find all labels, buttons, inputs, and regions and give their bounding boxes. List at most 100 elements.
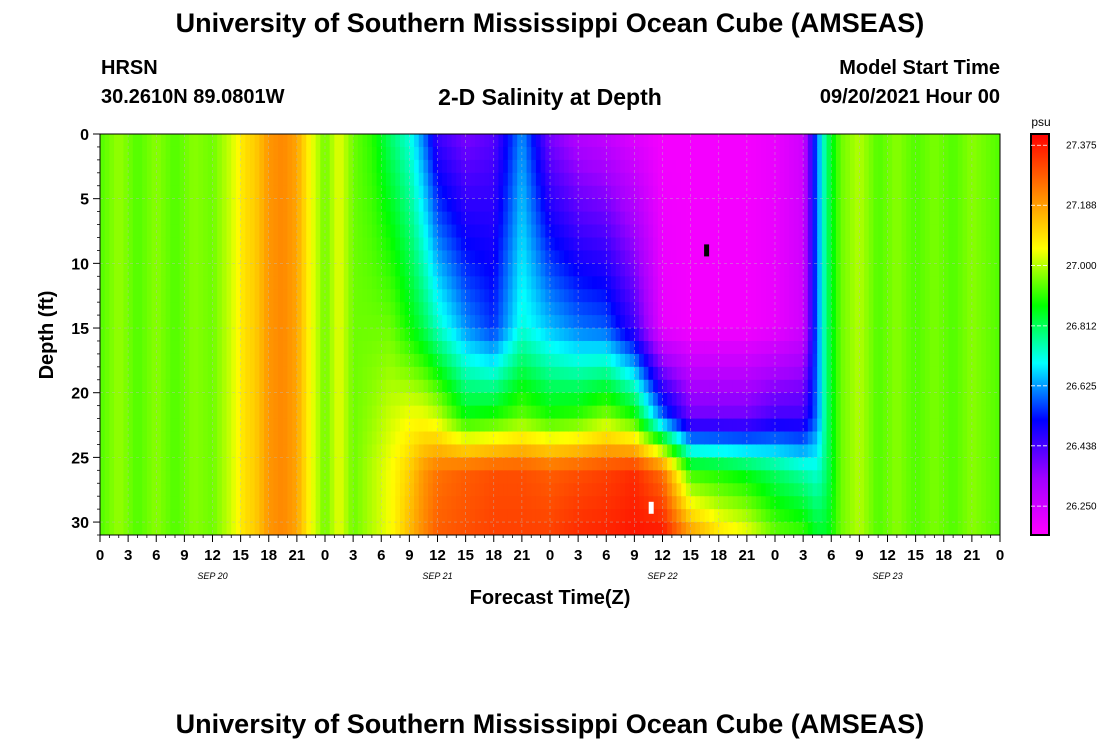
heatmap-cell — [610, 224, 617, 239]
heatmap-cell — [756, 263, 762, 277]
heatmap-cell — [310, 444, 317, 458]
heatmap-cell — [250, 224, 256, 239]
heatmap-cell — [221, 185, 228, 200]
heatmap-cell — [770, 470, 776, 484]
heatmap-cell — [662, 224, 668, 239]
heatmap-cell — [264, 198, 270, 213]
heatmap-cell — [296, 366, 303, 381]
heatmap-cell — [554, 250, 560, 264]
heatmap-cell — [231, 379, 237, 394]
heatmap-cell — [278, 418, 284, 433]
heatmap-cell — [217, 250, 223, 264]
heatmap-cell — [831, 470, 837, 484]
heatmap-cell — [746, 328, 753, 342]
heatmap-cell — [428, 315, 434, 329]
heatmap-cell — [114, 302, 120, 316]
heatmap-cell — [268, 276, 275, 290]
heatmap-cell — [784, 146, 790, 161]
heatmap-cell — [662, 418, 668, 433]
heatmap-cell — [184, 405, 190, 420]
heatmap-cell — [175, 198, 181, 213]
heatmap-cell — [381, 340, 387, 355]
heatmap-cell — [503, 328, 509, 342]
heatmap-cell — [615, 392, 621, 407]
heatmap-cell — [568, 198, 575, 213]
heatmap-cell — [550, 379, 556, 394]
heatmap-cell — [540, 379, 546, 394]
heatmap-cell — [728, 198, 734, 213]
heatmap-cell — [259, 366, 265, 381]
heatmap-cell — [423, 134, 429, 148]
heatmap-cell — [282, 172, 289, 187]
heatmap-cell — [470, 159, 476, 174]
heatmap-cell — [784, 263, 790, 277]
heatmap-cell — [798, 496, 804, 510]
heatmap-cell — [690, 172, 696, 187]
heatmap-cell — [812, 159, 818, 174]
heatmap-cell — [531, 146, 537, 161]
heatmap-cell — [371, 172, 378, 187]
heatmap-cell — [812, 392, 818, 407]
heatmap-cell — [100, 418, 106, 433]
heatmap-cell — [592, 328, 598, 342]
heatmap-cell — [681, 237, 687, 252]
heatmap-cell — [517, 444, 523, 458]
heatmap-cell — [475, 418, 481, 433]
heatmap-cell — [479, 159, 485, 174]
heatmap-cell — [812, 405, 818, 420]
heatmap-cell — [657, 405, 664, 420]
heatmap-cell — [578, 418, 584, 433]
heatmap-cell — [681, 509, 687, 523]
heatmap-cell — [695, 263, 701, 277]
heatmap-cell — [118, 250, 125, 264]
heatmap-cell — [334, 263, 340, 277]
heatmap-cell — [184, 457, 190, 471]
heatmap-cell — [264, 418, 270, 433]
heatmap-cell — [217, 159, 223, 174]
heatmap-cell — [367, 483, 373, 497]
heatmap-cell — [114, 172, 120, 187]
heatmap-cell — [625, 198, 631, 213]
heatmap-cell — [503, 159, 509, 174]
heatmap-cell — [381, 211, 387, 226]
heatmap-cell — [217, 522, 223, 535]
heatmap-cell — [460, 340, 467, 355]
heatmap-cell — [390, 198, 396, 213]
heatmap-cell — [592, 522, 598, 535]
heatmap-cell — [634, 263, 640, 277]
heatmap-cell — [109, 366, 115, 381]
heatmap-cell — [264, 483, 270, 497]
heatmap-cell — [334, 444, 340, 458]
heatmap-cell — [700, 134, 706, 148]
heatmap-cell — [432, 470, 439, 484]
heatmap-cell — [156, 263, 162, 277]
heatmap-cell — [760, 185, 767, 200]
heatmap-cell — [278, 340, 284, 355]
heatmap-cell — [179, 431, 185, 446]
heatmap-cell — [146, 289, 153, 303]
heatmap-cell — [648, 431, 654, 446]
heatmap-cell — [390, 159, 396, 174]
heatmap-cell — [456, 431, 462, 446]
heatmap-cell — [212, 366, 218, 381]
heatmap-cell — [770, 353, 776, 368]
heatmap-cell — [728, 496, 734, 510]
heatmap-cell — [554, 328, 560, 342]
heatmap-cell — [189, 328, 195, 342]
heatmap-cell — [531, 522, 537, 535]
heatmap-cell — [671, 431, 678, 446]
heatmap-cell — [479, 146, 485, 161]
heatmap-cell — [114, 405, 120, 420]
heatmap-cell — [606, 172, 612, 187]
heatmap-cell — [390, 224, 396, 239]
heatmap-cell — [718, 340, 725, 355]
heatmap-cell — [587, 470, 593, 484]
heatmap-cell — [812, 146, 818, 161]
heatmap-cell — [142, 159, 148, 174]
heatmap-cell — [789, 276, 795, 290]
heatmap-cell — [250, 315, 256, 329]
heatmap-cell — [845, 263, 851, 277]
heatmap-cell — [592, 250, 598, 264]
heatmap-cell — [737, 444, 743, 458]
heatmap-cell — [287, 250, 293, 264]
